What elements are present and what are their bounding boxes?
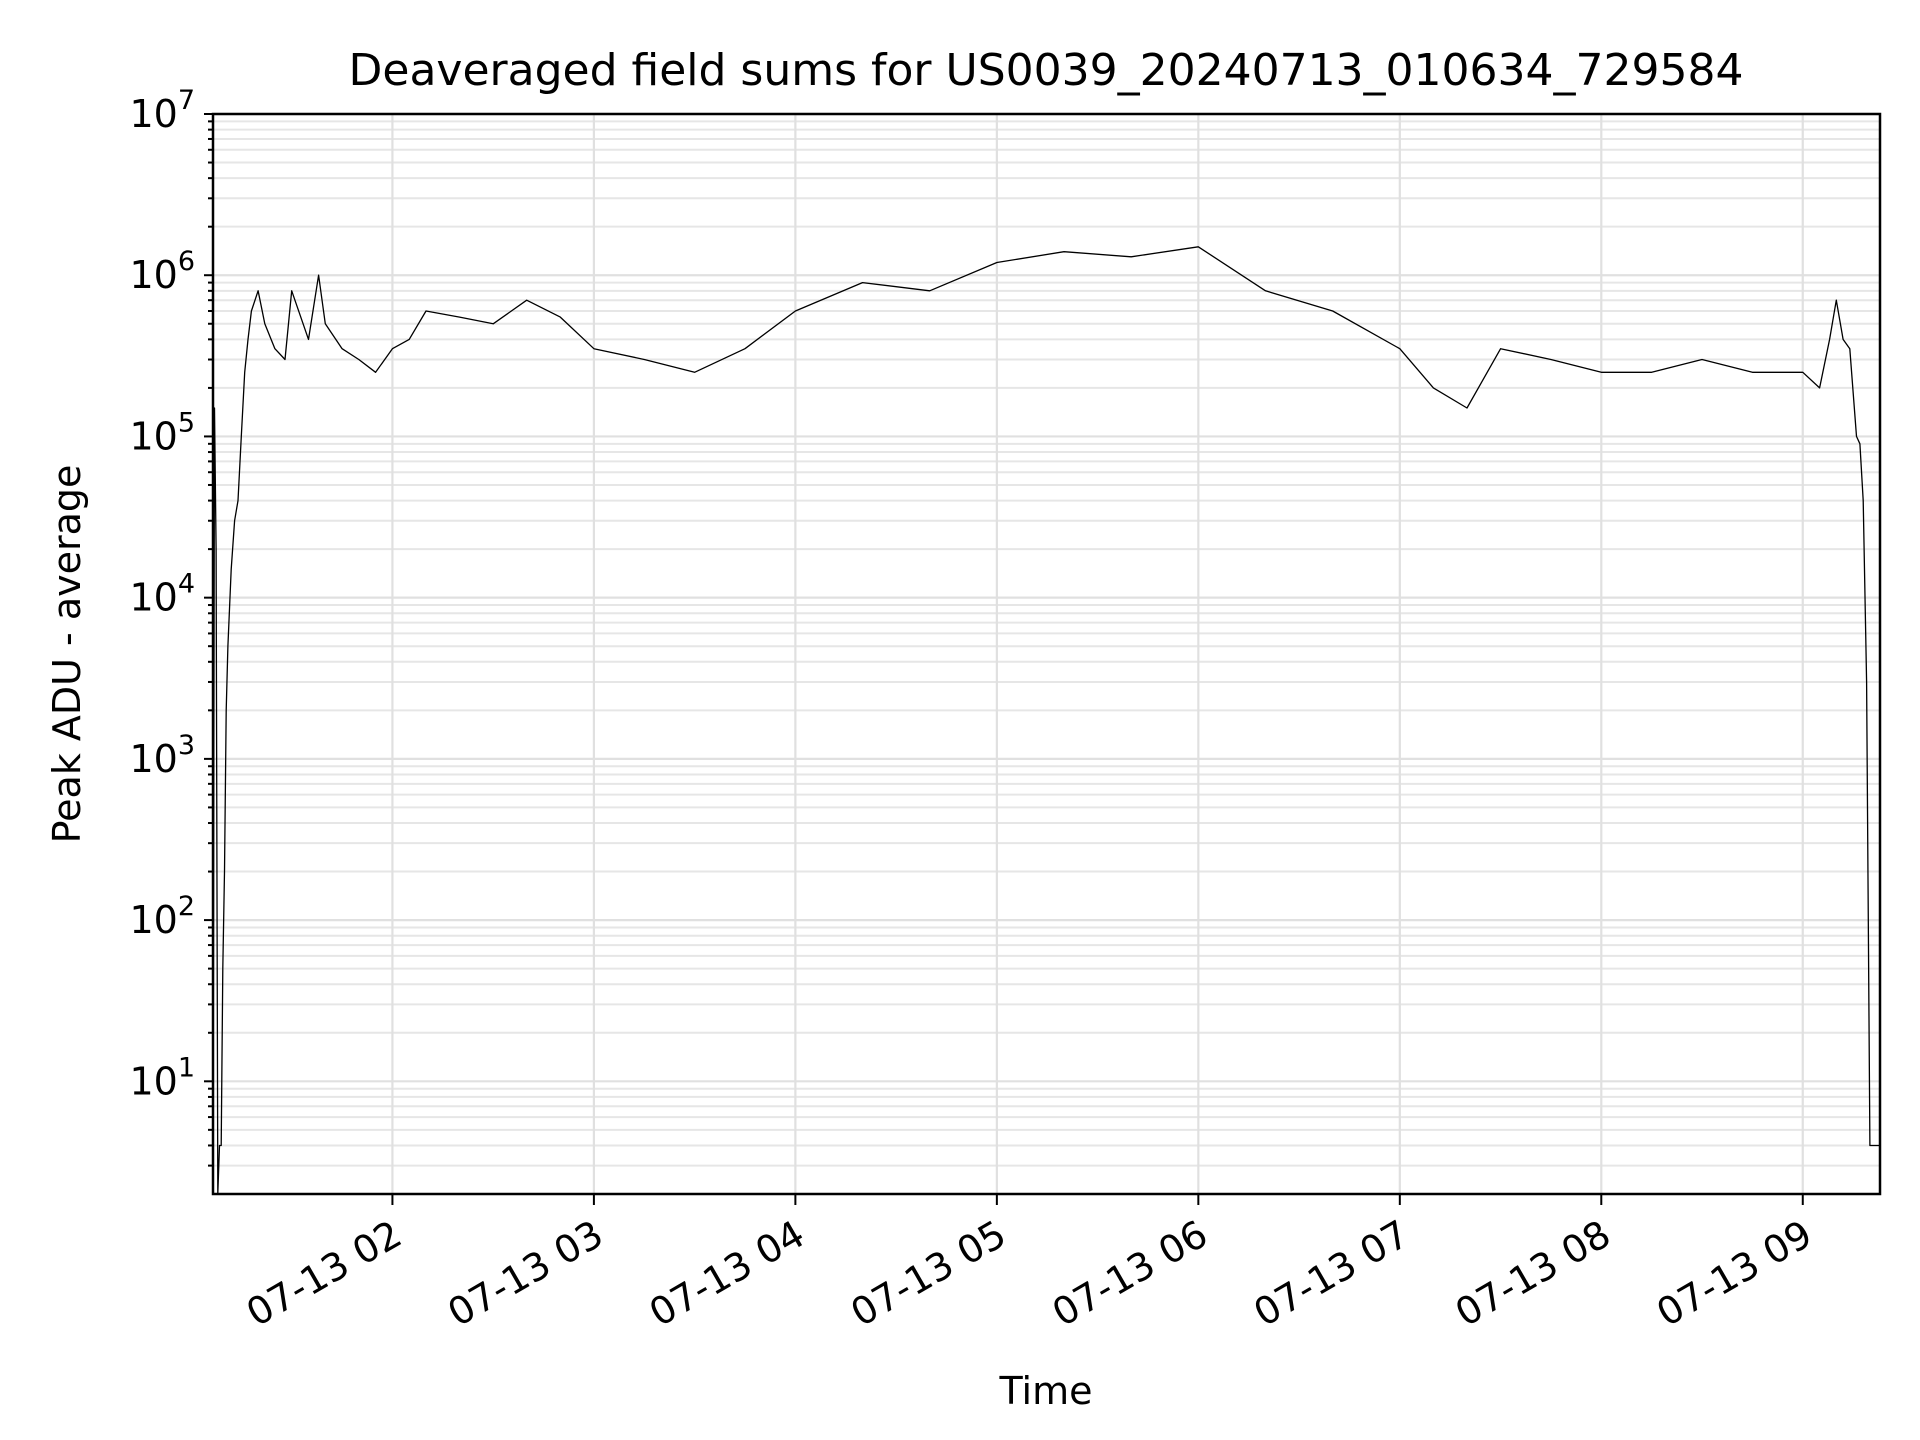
y-tick-label: 107 xyxy=(129,85,195,136)
series-line xyxy=(212,246,1880,1195)
x-tick-label: 07-13 08 xyxy=(1448,1212,1618,1336)
plot-frame xyxy=(211,112,1882,1196)
y-tick-label: 105 xyxy=(129,407,195,458)
grid xyxy=(213,112,1880,1194)
chart-title: Deaveraged field sums for US0039_2024071… xyxy=(349,45,1744,96)
x-tick-label: 07-13 09 xyxy=(1649,1212,1819,1336)
y-tick-label: 106 xyxy=(129,246,195,297)
x-tick-label: 07-13 02 xyxy=(239,1212,409,1336)
x-tick-label: 07-13 04 xyxy=(642,1212,812,1336)
x-tick-label: 07-13 05 xyxy=(843,1212,1013,1336)
y-tick-label: 102 xyxy=(129,891,195,942)
series-layer xyxy=(212,246,1880,1195)
x-tick-label: 07-13 06 xyxy=(1045,1212,1215,1336)
y-tick-label: 104 xyxy=(129,569,195,620)
y-tick-label: 101 xyxy=(129,1052,195,1103)
x-axis-label: Time xyxy=(999,1369,1093,1413)
x-tick-label: 07-13 03 xyxy=(440,1212,610,1336)
y-tick-label: 103 xyxy=(129,730,195,781)
y-axis-label: Peak ADU - average xyxy=(45,465,89,844)
x-tick-label: 07-13 07 xyxy=(1246,1212,1416,1336)
